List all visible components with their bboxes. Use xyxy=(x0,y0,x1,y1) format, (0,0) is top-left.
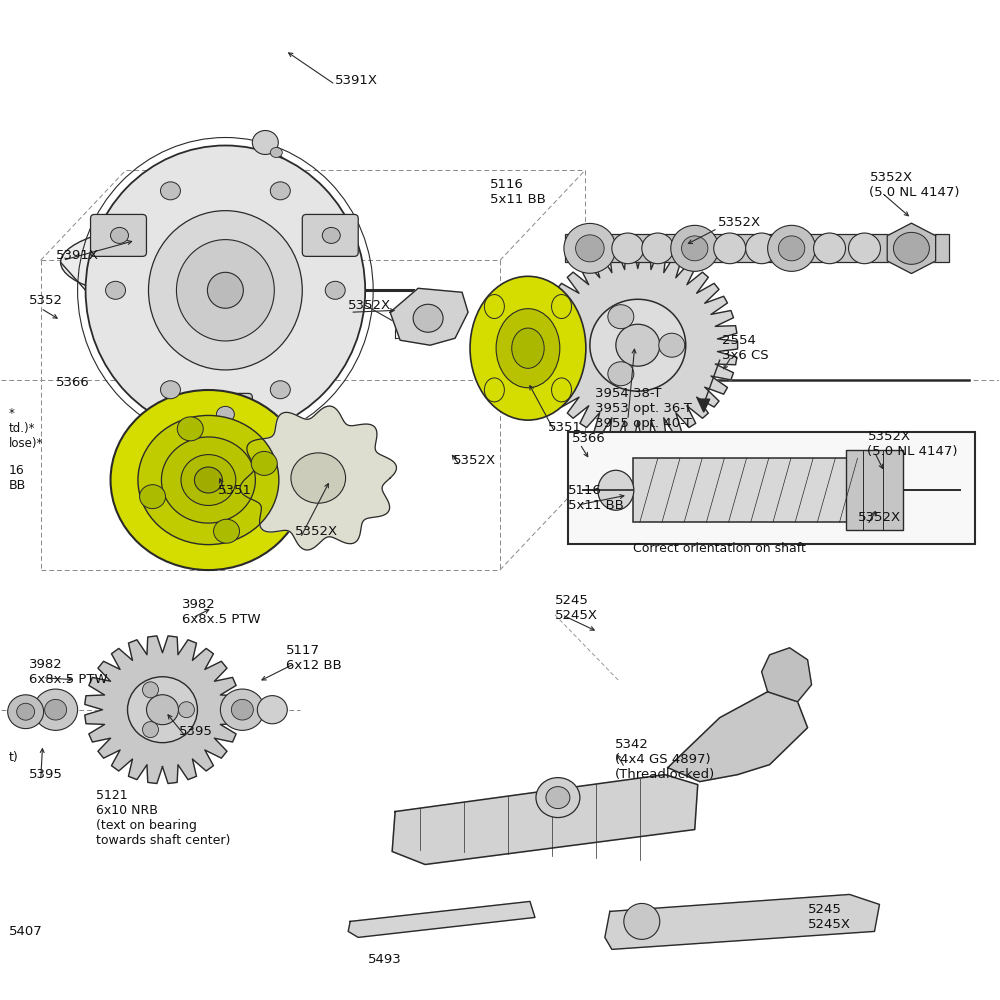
Polygon shape xyxy=(762,648,812,702)
Ellipse shape xyxy=(231,699,253,720)
Ellipse shape xyxy=(671,225,719,271)
FancyBboxPatch shape xyxy=(91,214,146,256)
Ellipse shape xyxy=(659,333,685,357)
Ellipse shape xyxy=(252,131,278,154)
Ellipse shape xyxy=(576,235,604,262)
Ellipse shape xyxy=(849,233,880,264)
Ellipse shape xyxy=(270,182,290,200)
Ellipse shape xyxy=(714,233,746,264)
Ellipse shape xyxy=(768,225,816,271)
Ellipse shape xyxy=(291,453,346,503)
Ellipse shape xyxy=(546,787,570,809)
Text: 5391X: 5391X xyxy=(56,249,99,262)
Text: 5352X: 5352X xyxy=(858,511,901,524)
Ellipse shape xyxy=(142,722,158,738)
Ellipse shape xyxy=(111,227,128,243)
Ellipse shape xyxy=(194,467,222,493)
Ellipse shape xyxy=(220,689,264,730)
Ellipse shape xyxy=(608,305,634,329)
Ellipse shape xyxy=(484,295,504,319)
Ellipse shape xyxy=(608,362,634,386)
Ellipse shape xyxy=(413,304,443,332)
Bar xyxy=(846,450,903,530)
Ellipse shape xyxy=(325,281,345,299)
Polygon shape xyxy=(605,894,879,949)
Text: 5245
5245X: 5245 5245X xyxy=(555,594,598,622)
Text: 5116
5x11 BB: 5116 5x11 BB xyxy=(490,178,546,206)
Ellipse shape xyxy=(616,324,660,366)
Text: 5352X: 5352X xyxy=(348,299,391,312)
Text: 5352X
(5.0 NL 4147): 5352X (5.0 NL 4147) xyxy=(867,430,958,458)
Text: 5366: 5366 xyxy=(572,432,606,445)
Bar xyxy=(633,458,848,522)
Ellipse shape xyxy=(8,695,44,729)
Ellipse shape xyxy=(590,299,686,391)
Text: 5366: 5366 xyxy=(56,376,89,389)
Ellipse shape xyxy=(257,696,287,724)
Ellipse shape xyxy=(45,699,67,720)
Ellipse shape xyxy=(624,903,660,939)
Bar xyxy=(565,234,949,262)
Text: 3982
6x8x.5 PTW: 3982 6x8x.5 PTW xyxy=(182,598,261,626)
Ellipse shape xyxy=(160,182,180,200)
Ellipse shape xyxy=(536,778,580,818)
Polygon shape xyxy=(668,692,808,782)
FancyBboxPatch shape xyxy=(196,393,252,435)
Ellipse shape xyxy=(270,381,290,399)
Text: 5117
6x12 BB: 5117 6x12 BB xyxy=(286,644,342,672)
Ellipse shape xyxy=(216,406,234,422)
Text: Correct orientation on shaft: Correct orientation on shaft xyxy=(633,542,806,555)
Text: 5352: 5352 xyxy=(29,294,63,307)
Text: 5351: 5351 xyxy=(218,484,252,497)
Ellipse shape xyxy=(207,272,243,308)
Ellipse shape xyxy=(178,702,194,718)
Text: 5352X: 5352X xyxy=(453,454,496,467)
Ellipse shape xyxy=(778,236,805,261)
Ellipse shape xyxy=(17,703,35,720)
Ellipse shape xyxy=(322,227,340,243)
Text: 5352X: 5352X xyxy=(295,525,338,538)
FancyBboxPatch shape xyxy=(568,432,975,544)
Ellipse shape xyxy=(138,415,279,545)
Ellipse shape xyxy=(470,276,586,420)
Ellipse shape xyxy=(142,682,158,698)
Polygon shape xyxy=(240,406,396,550)
Text: 2554
3x6 CS: 2554 3x6 CS xyxy=(722,334,768,362)
Polygon shape xyxy=(85,636,240,784)
Text: 5351: 5351 xyxy=(548,421,582,434)
Ellipse shape xyxy=(214,519,240,543)
Ellipse shape xyxy=(642,233,674,264)
Text: 5352X
(5.0 NL 4147): 5352X (5.0 NL 4147) xyxy=(869,171,960,199)
Text: 5116
5x11 BB: 5116 5x11 BB xyxy=(568,484,624,512)
Ellipse shape xyxy=(496,309,560,388)
Text: 5342
(4x4 GS 4897)
(Threadlocked): 5342 (4x4 GS 4897) (Threadlocked) xyxy=(615,738,715,781)
Text: 3954 38-T
3953 opt. 36-T
3955 opt. 40-T: 3954 38-T 3953 opt. 36-T 3955 opt. 40-T xyxy=(595,387,692,430)
Text: 3982
6x8x.5 PTW: 3982 6x8x.5 PTW xyxy=(29,658,107,686)
FancyBboxPatch shape xyxy=(302,214,358,256)
Ellipse shape xyxy=(564,223,616,273)
Ellipse shape xyxy=(682,236,708,261)
Ellipse shape xyxy=(161,437,255,523)
Text: 5245
5245X: 5245 5245X xyxy=(808,903,851,931)
Ellipse shape xyxy=(146,695,178,725)
Text: 5395: 5395 xyxy=(29,768,63,781)
Ellipse shape xyxy=(176,240,274,341)
Polygon shape xyxy=(348,901,535,937)
Ellipse shape xyxy=(612,233,644,264)
Ellipse shape xyxy=(270,147,282,157)
Ellipse shape xyxy=(484,378,504,402)
Text: *
td.)*
lose)*: * td.)* lose)* xyxy=(9,407,43,450)
Text: 5407: 5407 xyxy=(9,925,42,938)
Ellipse shape xyxy=(814,233,846,264)
Text: 5352X: 5352X xyxy=(718,216,761,229)
Ellipse shape xyxy=(181,455,236,505)
Ellipse shape xyxy=(148,211,302,370)
Ellipse shape xyxy=(893,232,929,264)
Ellipse shape xyxy=(251,451,277,475)
Ellipse shape xyxy=(34,689,78,730)
Polygon shape xyxy=(392,775,698,864)
Ellipse shape xyxy=(111,390,306,570)
Ellipse shape xyxy=(61,222,340,303)
Ellipse shape xyxy=(140,485,166,509)
Text: 5493: 5493 xyxy=(368,953,402,966)
